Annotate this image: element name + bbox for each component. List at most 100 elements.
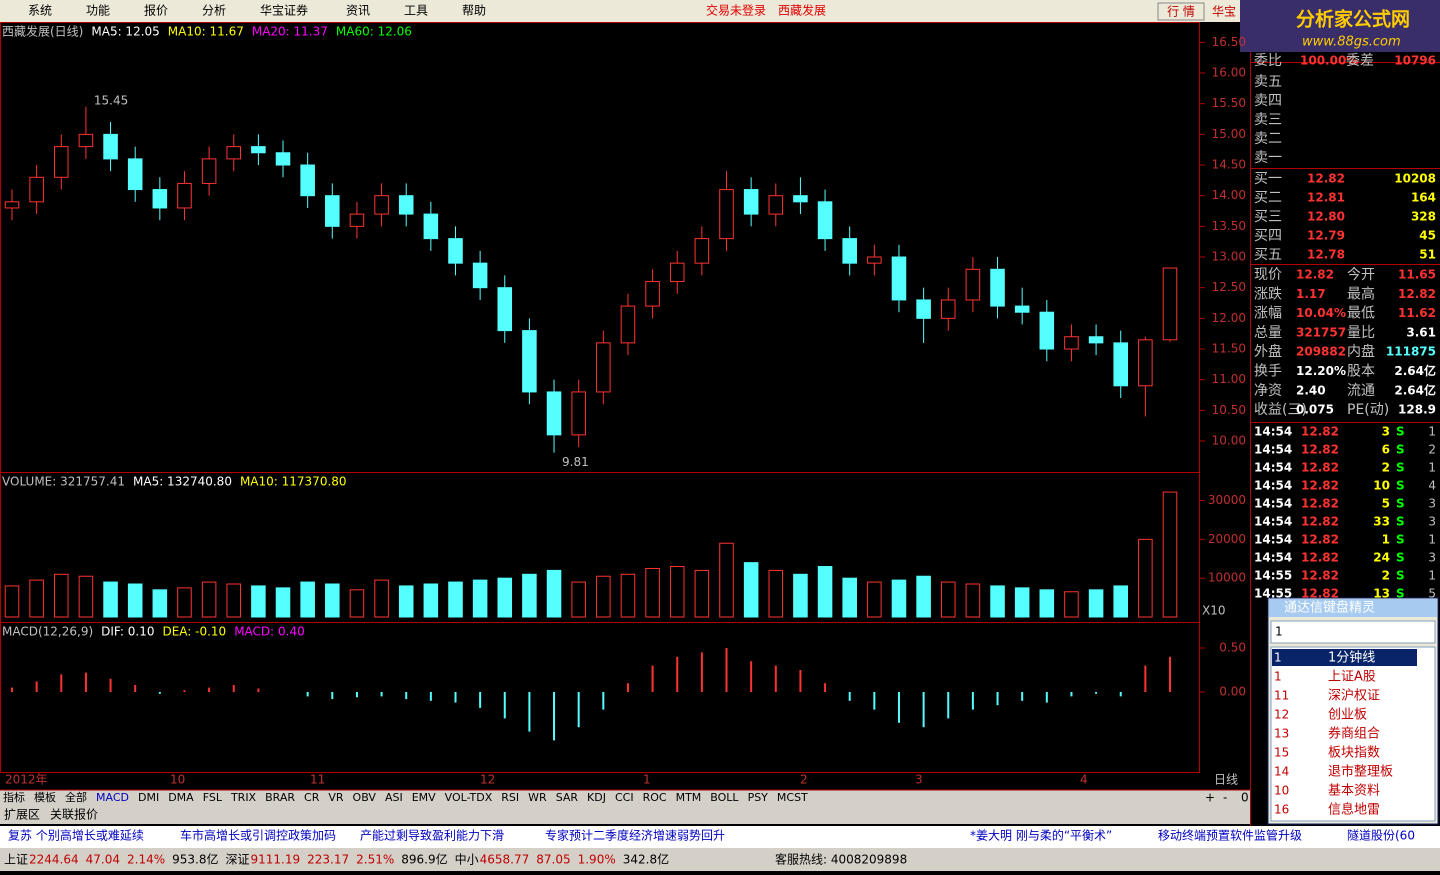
indicator-tab[interactable]: DMI bbox=[138, 791, 159, 804]
volume-bar bbox=[201, 581, 217, 618]
indicator-tab[interactable]: BOLL bbox=[710, 791, 739, 804]
volume-bar bbox=[103, 581, 118, 618]
stat-value: 2.64亿 bbox=[1394, 382, 1436, 397]
menu-item[interactable]: 分析 bbox=[202, 4, 226, 18]
trade-side: S bbox=[1396, 587, 1405, 601]
news-item[interactable]: 移动终端预置软件监管升级 bbox=[1158, 828, 1302, 843]
news-item[interactable]: 专家预计二季度经济增速弱势回升 bbox=[545, 828, 725, 843]
wizard-item[interactable]: 券商组合 bbox=[1328, 726, 1380, 742]
indicator-tab[interactable]: VOL-TDX bbox=[445, 791, 493, 804]
sub-tab[interactable]: 关联报价 bbox=[50, 807, 98, 822]
hotline: 客服热线: 4008209898 bbox=[775, 852, 907, 867]
indicator-tab[interactable]: VR bbox=[328, 791, 344, 804]
trade-side: S bbox=[1396, 533, 1405, 547]
news-item[interactable]: 产能过剩导致盈利能力下滑 bbox=[360, 829, 504, 843]
wizard-input-box[interactable] bbox=[1270, 620, 1436, 644]
indicator-tab[interactable]: KDJ bbox=[587, 791, 606, 804]
logo-title: 分析家公式网 bbox=[1296, 8, 1410, 31]
news-item[interactable]: *姜大明 刚与柔的“平衡术” bbox=[970, 828, 1112, 843]
wizard-code[interactable]: 10 bbox=[1274, 784, 1289, 798]
candle-body bbox=[940, 299, 956, 319]
tab-button[interactable]: + bbox=[1205, 791, 1215, 805]
candle-body bbox=[472, 262, 488, 289]
button-label[interactable]: 行 情 bbox=[1167, 5, 1195, 19]
wizard-code[interactable]: 15 bbox=[1274, 746, 1289, 760]
menu-item[interactable]: 功能 bbox=[86, 4, 110, 18]
wizard-code[interactable]: 1 bbox=[1274, 670, 1282, 684]
trade-price: 12.82 bbox=[1301, 443, 1339, 457]
indicator-tab[interactable]: TRIX bbox=[230, 791, 257, 804]
menu-item[interactable]: 资讯 bbox=[346, 4, 370, 18]
trade-side: S bbox=[1396, 497, 1405, 511]
wizard-item[interactable]: 1分钟线 bbox=[1328, 650, 1375, 666]
wizard-selection bbox=[1272, 649, 1417, 666]
indicator-tab[interactable]: DMA bbox=[168, 791, 194, 804]
wizard-code[interactable]: 11 bbox=[1274, 689, 1289, 703]
wizard-code[interactable]: 14 bbox=[1274, 765, 1289, 779]
indicator-tab[interactable]: 指标 bbox=[3, 790, 25, 804]
tab-button[interactable]: - bbox=[1223, 791, 1227, 805]
stat-label: 今开 bbox=[1347, 267, 1375, 283]
indicator-tab[interactable]: RSI bbox=[501, 791, 519, 804]
wizard-item[interactable]: 上证A股 bbox=[1328, 670, 1376, 685]
indicator-label: DIF: 0.10 bbox=[101, 625, 154, 639]
tab-button[interactable]: 0 bbox=[1241, 791, 1249, 805]
stat-label: 内盘 bbox=[1347, 343, 1375, 360]
indicator-tab[interactable]: EMV bbox=[412, 791, 436, 804]
indicator-tab[interactable]: CR bbox=[304, 791, 320, 804]
trade-volume: 33 bbox=[1373, 515, 1390, 529]
sub-tab[interactable]: 扩展区 bbox=[4, 808, 40, 822]
trade-count: 1 bbox=[1428, 461, 1436, 475]
indicator-tab[interactable]: MTM bbox=[676, 791, 702, 804]
wizard-input[interactable]: 1 bbox=[1275, 625, 1283, 639]
wizard-code[interactable]: 1 bbox=[1274, 651, 1282, 665]
trade-volume: 10 bbox=[1373, 479, 1390, 493]
wizard-item[interactable]: 深沪权证 bbox=[1328, 688, 1380, 704]
volume-bar bbox=[916, 575, 931, 618]
sub-tab-bar bbox=[0, 806, 1250, 824]
indicator-tab[interactable]: SAR bbox=[556, 791, 579, 804]
indicator-tab[interactable]: 模板 bbox=[34, 790, 56, 804]
menu-item[interactable]: 报价 bbox=[144, 3, 168, 18]
wizard-code[interactable]: 12 bbox=[1274, 708, 1289, 722]
news-item[interactable]: 车市高增长或引调控政策加码 bbox=[180, 828, 336, 843]
index-field: 223.17 bbox=[307, 853, 349, 867]
indicator-tab[interactable]: PSY bbox=[748, 791, 769, 804]
volume-bar bbox=[423, 583, 439, 618]
wizard-code[interactable]: 13 bbox=[1274, 727, 1289, 741]
menu-item[interactable]: 工具 bbox=[404, 4, 428, 18]
wizard-item[interactable]: 板块指数 bbox=[1328, 746, 1380, 761]
indicator-tab[interactable]: ASI bbox=[385, 791, 403, 804]
candle-body bbox=[275, 152, 291, 166]
indicator-tab[interactable]: WR bbox=[528, 791, 547, 804]
stat-label: 净资 bbox=[1254, 383, 1282, 399]
indicator-tab[interactable]: BRAR bbox=[265, 791, 295, 804]
indicator-tab[interactable]: FSL bbox=[203, 791, 223, 804]
volume-bar bbox=[325, 583, 340, 618]
wizard-item[interactable]: 退市整理板 bbox=[1328, 764, 1393, 780]
indicator-tab[interactable]: MACD bbox=[96, 791, 129, 804]
wizard-item[interactable]: 创业板 bbox=[1328, 708, 1367, 723]
menu-item[interactable]: 帮助 bbox=[462, 4, 486, 18]
candle-body bbox=[226, 146, 242, 160]
wizard-item[interactable]: 信息地雷 bbox=[1328, 802, 1380, 818]
news-item[interactable]: 复苏 个别高增长或难延续 bbox=[8, 828, 144, 843]
indicator-tab[interactable]: 全部 bbox=[65, 790, 87, 804]
trade-time: 14:54 bbox=[1254, 443, 1292, 457]
menu-item[interactable]: 华宝证券 bbox=[260, 3, 308, 18]
candle-body bbox=[596, 342, 611, 393]
news-item[interactable]: 隧道股份(60 bbox=[1347, 828, 1415, 843]
indicator-tab[interactable]: OBV bbox=[353, 791, 377, 804]
button[interactable] bbox=[1157, 2, 1205, 21]
button-label[interactable]: 华宝 bbox=[1212, 5, 1236, 19]
wizard-code[interactable]: 16 bbox=[1274, 803, 1289, 817]
price-tick-label: 13.00 bbox=[1212, 250, 1246, 264]
candle-body bbox=[842, 238, 857, 264]
indicator-tab[interactable]: ROC bbox=[643, 791, 667, 804]
indicator-tab[interactable]: CCI bbox=[615, 791, 634, 804]
menu-item[interactable]: 系统 bbox=[28, 4, 52, 18]
indicator-tab[interactable]: MCST bbox=[777, 791, 808, 804]
wizard-item[interactable]: 基本资料 bbox=[1328, 784, 1380, 799]
volume-bar bbox=[251, 585, 266, 618]
